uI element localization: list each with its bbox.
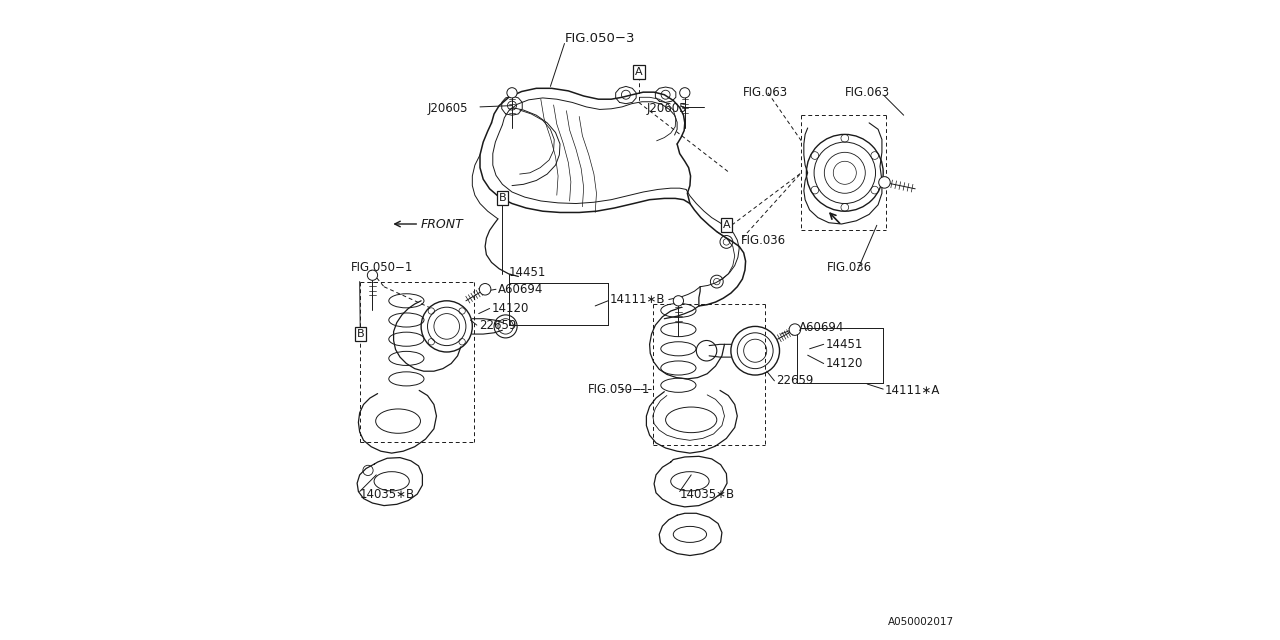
Text: 14035∗B: 14035∗B xyxy=(360,488,415,500)
Circle shape xyxy=(879,177,891,188)
Circle shape xyxy=(367,270,378,280)
Text: FIG.050−1: FIG.050−1 xyxy=(588,383,650,396)
Text: 14111∗A: 14111∗A xyxy=(884,384,940,397)
Circle shape xyxy=(480,284,492,295)
Text: A: A xyxy=(723,220,730,230)
Text: 22659: 22659 xyxy=(479,319,516,332)
Text: FIG.036: FIG.036 xyxy=(827,261,872,274)
Text: FRONT: FRONT xyxy=(421,218,463,230)
Text: FIG.036: FIG.036 xyxy=(741,234,786,246)
Text: 14120: 14120 xyxy=(826,357,863,370)
Text: 14451: 14451 xyxy=(826,338,863,351)
Text: 14111∗B: 14111∗B xyxy=(609,293,664,306)
Text: FIG.050−3: FIG.050−3 xyxy=(564,32,635,45)
Text: A: A xyxy=(635,67,643,77)
Text: FIG.063: FIG.063 xyxy=(845,86,890,99)
Text: A60694: A60694 xyxy=(498,283,543,296)
Circle shape xyxy=(680,88,690,98)
Text: J20605: J20605 xyxy=(428,102,468,115)
Text: 22659: 22659 xyxy=(776,374,813,387)
Text: A050002017: A050002017 xyxy=(887,617,954,627)
Text: B: B xyxy=(357,329,364,339)
Text: J20605: J20605 xyxy=(646,102,687,115)
Text: 14451: 14451 xyxy=(508,266,547,278)
Text: 14120: 14120 xyxy=(492,302,529,315)
Circle shape xyxy=(507,88,517,98)
Text: FIG.063: FIG.063 xyxy=(742,86,787,99)
Circle shape xyxy=(788,324,801,335)
Text: B: B xyxy=(499,193,506,204)
Text: 14035∗B: 14035∗B xyxy=(680,488,735,500)
Text: FIG.050−1: FIG.050−1 xyxy=(351,261,413,274)
Circle shape xyxy=(673,296,684,306)
Text: A60694: A60694 xyxy=(799,321,844,334)
